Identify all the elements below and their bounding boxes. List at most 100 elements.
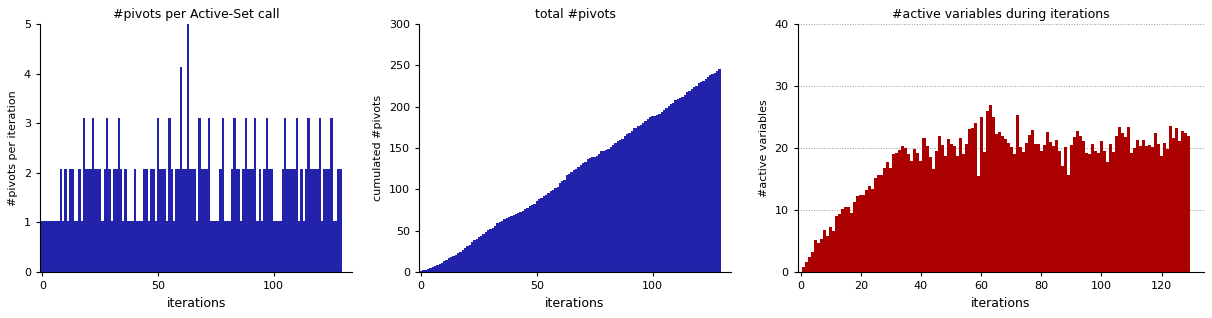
Bar [212,221,215,272]
Bar [189,169,191,272]
Bar [210,221,212,272]
Bar [573,170,574,272]
Bar [549,191,551,272]
Bar [947,139,949,272]
Bar [814,239,817,272]
Bar [1182,132,1184,272]
Bar [335,221,337,272]
Bar [985,111,989,272]
Bar [1016,115,1019,272]
Bar [441,263,444,272]
Bar [868,186,871,272]
Bar [204,169,206,272]
Bar [92,118,95,272]
Bar [434,266,436,272]
Bar [41,221,44,272]
Bar [602,151,605,272]
Bar [1091,144,1094,272]
Bar [656,115,658,272]
Bar [707,77,709,272]
Bar [187,16,189,272]
Bar [698,83,699,272]
Bar [688,91,691,272]
Bar [421,271,422,272]
Bar [605,150,607,272]
Bar [191,169,194,272]
Bar [650,117,651,272]
X-axis label: iterations: iterations [545,297,605,310]
Bar [159,169,161,272]
Bar [679,98,681,272]
Bar [910,161,914,272]
Bar [278,221,280,272]
Bar [298,221,301,272]
Bar [524,209,526,272]
Bar [676,99,679,272]
Bar [1028,135,1030,272]
Bar [928,157,932,272]
Bar [153,169,155,272]
Bar [614,143,617,272]
Bar [462,250,464,272]
Bar [450,257,452,272]
Bar [431,267,434,272]
Bar [1145,146,1148,272]
Bar [983,152,985,272]
Bar [691,89,693,272]
Bar [1157,144,1160,272]
Bar [265,118,268,272]
Bar [457,253,459,272]
Bar [926,146,928,272]
Bar [280,221,281,272]
Bar [811,252,814,272]
Bar [579,165,582,272]
Bar [1111,152,1115,272]
Bar [1148,145,1151,272]
Bar [805,262,808,272]
Bar [890,168,892,272]
Bar [596,156,599,272]
Bar [829,227,833,272]
Bar [494,226,497,272]
Bar [252,169,255,272]
Bar [503,219,505,272]
Bar [201,169,204,272]
Bar [711,74,714,272]
Bar [1022,152,1024,272]
Bar [467,246,469,272]
Bar [459,252,462,272]
Bar [311,169,314,272]
Bar [1130,153,1133,272]
Bar [1166,149,1170,272]
Bar [131,221,133,272]
Bar [59,169,62,272]
Bar [82,118,85,272]
Bar [545,195,548,272]
Bar [584,162,587,272]
Bar [548,192,549,272]
Bar [1142,140,1145,272]
Bar [561,182,564,272]
Bar [422,270,424,272]
Bar [1007,143,1010,272]
Bar [62,221,64,272]
Bar [989,105,991,272]
Bar [587,159,589,272]
Bar [971,128,973,272]
Bar [802,267,805,272]
Bar [255,118,256,272]
Bar [501,221,503,272]
Bar [944,156,947,272]
Bar [1024,143,1028,272]
Bar [668,106,670,272]
Bar [526,208,528,272]
Bar [452,256,454,272]
Bar [955,156,959,272]
Bar [833,231,835,272]
Bar [80,221,82,272]
Bar [704,79,707,272]
Bar [95,169,97,272]
X-axis label: iterations: iterations [971,297,1030,310]
Bar [1036,144,1040,272]
Bar [1121,133,1124,272]
